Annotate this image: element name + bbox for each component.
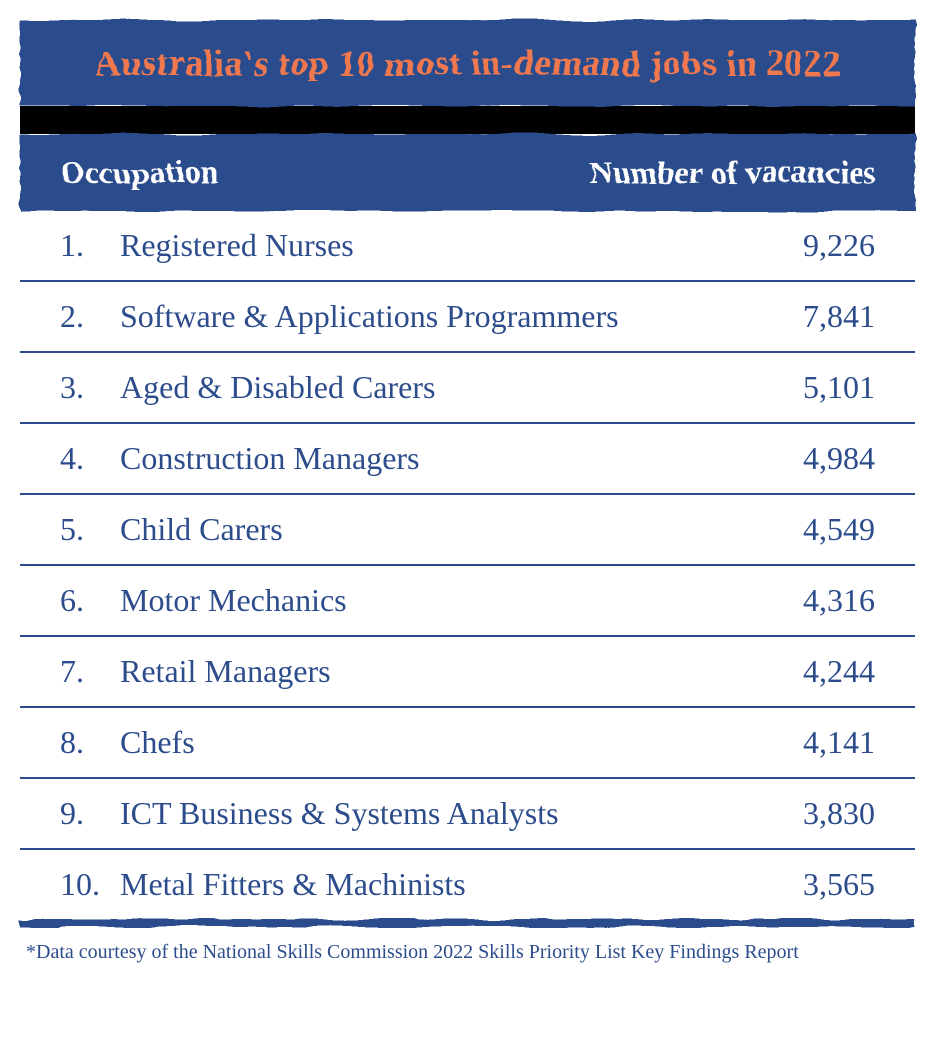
footnote: *Data courtesy of the National Skills Co… — [20, 927, 915, 978]
table-row: 5.Child Carers4,549 — [20, 495, 915, 566]
row-occupation: Software & Applications Programmers — [120, 298, 755, 335]
table-row: 4.Construction Managers4,984 — [20, 424, 915, 495]
row-rank: 1. — [60, 227, 120, 264]
row-occupation: Chefs — [120, 724, 755, 761]
row-vacancies: 4,141 — [755, 724, 875, 761]
row-vacancies: 9,226 — [755, 227, 875, 264]
row-rank: 4. — [60, 440, 120, 477]
title-text: Australia's top 10 most in-demand jobs i… — [55, 42, 880, 84]
table-row: 3.Aged & Disabled Carers5,101 — [20, 353, 915, 424]
row-rank: 5. — [60, 511, 120, 548]
row-occupation: ICT Business & Systems Analysts — [120, 795, 755, 832]
row-occupation: Metal Fitters & Machinists — [120, 866, 755, 903]
header-occupation: Occupation — [60, 154, 218, 191]
row-vacancies: 4,244 — [755, 653, 875, 690]
row-vacancies: 4,549 — [755, 511, 875, 548]
infographic-container: Australia's top 10 most in-demand jobs i… — [20, 20, 915, 978]
row-occupation: Registered Nurses — [120, 227, 755, 264]
row-rank: 8. — [60, 724, 120, 761]
table-header: Occupation Number of vacancies — [20, 134, 915, 211]
title-gap — [20, 106, 915, 134]
table-row: 2.Software & Applications Programmers7,8… — [20, 282, 915, 353]
row-rank: 6. — [60, 582, 120, 619]
row-vacancies: 7,841 — [755, 298, 875, 335]
row-vacancies: 4,984 — [755, 440, 875, 477]
row-rank: 3. — [60, 369, 120, 406]
row-vacancies: 3,830 — [755, 795, 875, 832]
table-row: 9.ICT Business & Systems Analysts3,830 — [20, 779, 915, 850]
row-occupation: Retail Managers — [120, 653, 755, 690]
table-row: 6.Motor Mechanics4,316 — [20, 566, 915, 637]
row-rank: 9. — [60, 795, 120, 832]
header-vacancies: Number of vacancies — [589, 154, 875, 191]
row-rank: 2. — [60, 298, 120, 335]
row-rank: 7. — [60, 653, 120, 690]
table-body: 1.Registered Nurses9,2262.Software & App… — [20, 211, 915, 919]
row-vacancies: 3,565 — [755, 866, 875, 903]
row-occupation: Motor Mechanics — [120, 582, 755, 619]
row-occupation: Child Carers — [120, 511, 755, 548]
row-vacancies: 5,101 — [755, 369, 875, 406]
title-bar: Australia's top 10 most in-demand jobs i… — [20, 20, 915, 106]
row-occupation: Construction Managers — [120, 440, 755, 477]
table-bottom-edge — [20, 919, 915, 927]
table-row: 7.Retail Managers4,244 — [20, 637, 915, 708]
table-row: 10.Metal Fitters & Machinists3,565 — [20, 850, 915, 919]
row-rank: 10. — [60, 866, 120, 903]
table-row: 1.Registered Nurses9,226 — [20, 211, 915, 282]
row-occupation: Aged & Disabled Carers — [120, 369, 755, 406]
row-vacancies: 4,316 — [755, 582, 875, 619]
table-row: 8.Chefs4,141 — [20, 708, 915, 779]
